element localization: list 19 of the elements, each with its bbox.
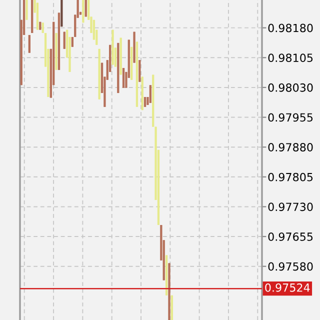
y-tick-label: 0.98030: [268, 83, 313, 92]
candlestick: [149, 84, 152, 104]
y-tick-label: 0.97580: [268, 262, 313, 271]
y-tick-label: 0.97880: [268, 143, 313, 152]
candlestick: [84, 0, 87, 18]
ref-line-label: 0.97524: [265, 283, 310, 292]
y-tick-label: 0.97805: [268, 172, 313, 182]
candlestick: [82, 0, 84, 24]
candlestick: [122, 68, 125, 88]
candlestick: [42, 22, 44, 34]
y-tick-label: 0.98180: [268, 24, 313, 32]
candlestick: [138, 60, 141, 82]
y-tick-label: 0.97955: [268, 113, 313, 122]
candlestick: [63, 31, 66, 50]
y-tick-label: 0.98105: [268, 54, 313, 62]
y-tick-label: 0.97655: [268, 232, 313, 241]
candlestick: [26, 0, 28, 20]
candlestick: [28, 34, 30, 54]
y-tick-label: 0.97730: [268, 202, 313, 212]
